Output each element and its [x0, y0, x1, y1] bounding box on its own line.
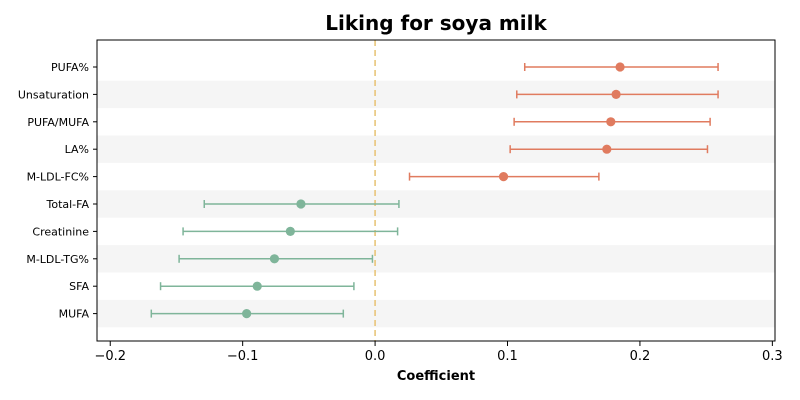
coefficient-point: [242, 309, 252, 319]
coefficient-point: [602, 144, 612, 154]
coefficient-point: [269, 254, 280, 264]
y-tick-label: M-LDL-FC%: [27, 171, 89, 184]
x-tick-label: −0.1: [227, 349, 259, 364]
y-tick-label: PUFA/MUFA: [27, 116, 89, 129]
y-tick-label: Unsaturation: [18, 88, 89, 101]
data-marks: [150, 62, 719, 319]
y-tick-label: M-LDL-TG%: [26, 253, 89, 266]
y-tick-label: PUFA%: [51, 61, 89, 74]
coefficient-point: [252, 281, 262, 291]
y-tick-labels: PUFA% Unsaturation PUFA/MUFA LA% M-LDL-FC% To…: [18, 61, 97, 321]
axes-frame: [96, 39, 776, 342]
coefficient-point: [611, 89, 621, 99]
y-tick-label: Total-FA: [45, 198, 89, 211]
row-bands: [97, 80, 775, 328]
y-tick-label: SFA: [69, 280, 89, 293]
x-tick-label: 0.1: [497, 349, 518, 364]
coefficient-point: [498, 172, 509, 182]
x-tick-label: 0.2: [630, 349, 651, 364]
x-axis-label: Coefficient: [397, 369, 475, 384]
coefficient-point: [296, 199, 306, 209]
y-tick-label: MUFA: [59, 308, 90, 321]
x-tick-label: 0.3: [762, 349, 783, 364]
y-tick-label: Creatinine: [32, 225, 89, 238]
x-tick-label: 0.0: [365, 349, 386, 364]
chart-title: Liking for soya milk: [325, 11, 547, 35]
x-ticks: −0.2 −0.1 0.0 0.1 0.2 0.3: [94, 341, 783, 364]
x-tick-label: −0.2: [94, 349, 126, 364]
coefficient-point: [606, 117, 616, 127]
coefficient-point: [615, 62, 625, 72]
coefficient-point: [285, 226, 295, 236]
y-tick-label: LA%: [65, 143, 89, 156]
row-band: [97, 190, 775, 218]
